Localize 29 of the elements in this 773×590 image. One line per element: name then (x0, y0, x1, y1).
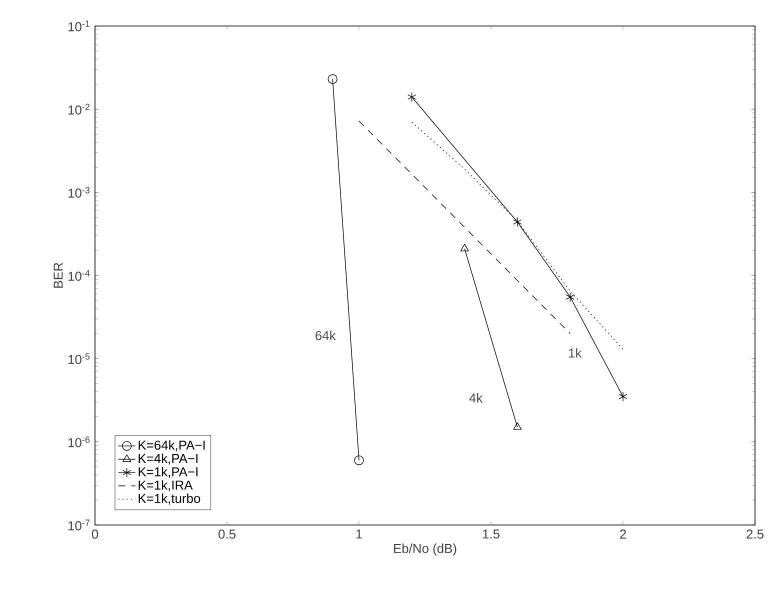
x-tick-label: 2.5 (746, 530, 764, 539)
point (566, 292, 574, 302)
y-tick-label: 10$^{-7}$ (68, 520, 90, 530)
y-axis-title: BER (54, 262, 63, 288)
y-tick-label: 10$^{-1}$ (68, 20, 90, 32)
point (408, 92, 416, 102)
x-tick-label: 2 (620, 530, 626, 539)
annotation: 1k (568, 348, 582, 358)
legend-label: K=64k,PA−I (138, 440, 205, 452)
y-tick-label: 10$^{-6}$ (68, 436, 90, 448)
annotation: 64k (316, 330, 336, 340)
x-axis-title: Eb/No (dB) (394, 544, 456, 556)
y-tick-label: 10$^{-5}$ (68, 353, 90, 364)
point (328, 74, 338, 84)
legend-label: K=4k,PA−I (138, 454, 198, 465)
legend-label: K=1k,PA−I (138, 466, 198, 478)
x-tick-label: 0.5 (218, 530, 236, 539)
annotation: 4k (469, 393, 483, 402)
x-tick-label: 0 (92, 530, 98, 539)
legend-label: K=1k,turbo (138, 494, 200, 505)
point (513, 217, 522, 227)
point (618, 392, 628, 402)
y-tick-label: 10$^{-2}$ (68, 104, 90, 115)
y-tick-label: 10$^{-3}$ (68, 186, 90, 198)
x-tick-label: 1 (356, 530, 362, 538)
point (354, 455, 364, 466)
legend-label: K=1k,IRA (138, 480, 193, 492)
y-tick-label: 10$^{-4}$ (68, 270, 90, 281)
x-tick-label: 1.5 (482, 530, 500, 539)
